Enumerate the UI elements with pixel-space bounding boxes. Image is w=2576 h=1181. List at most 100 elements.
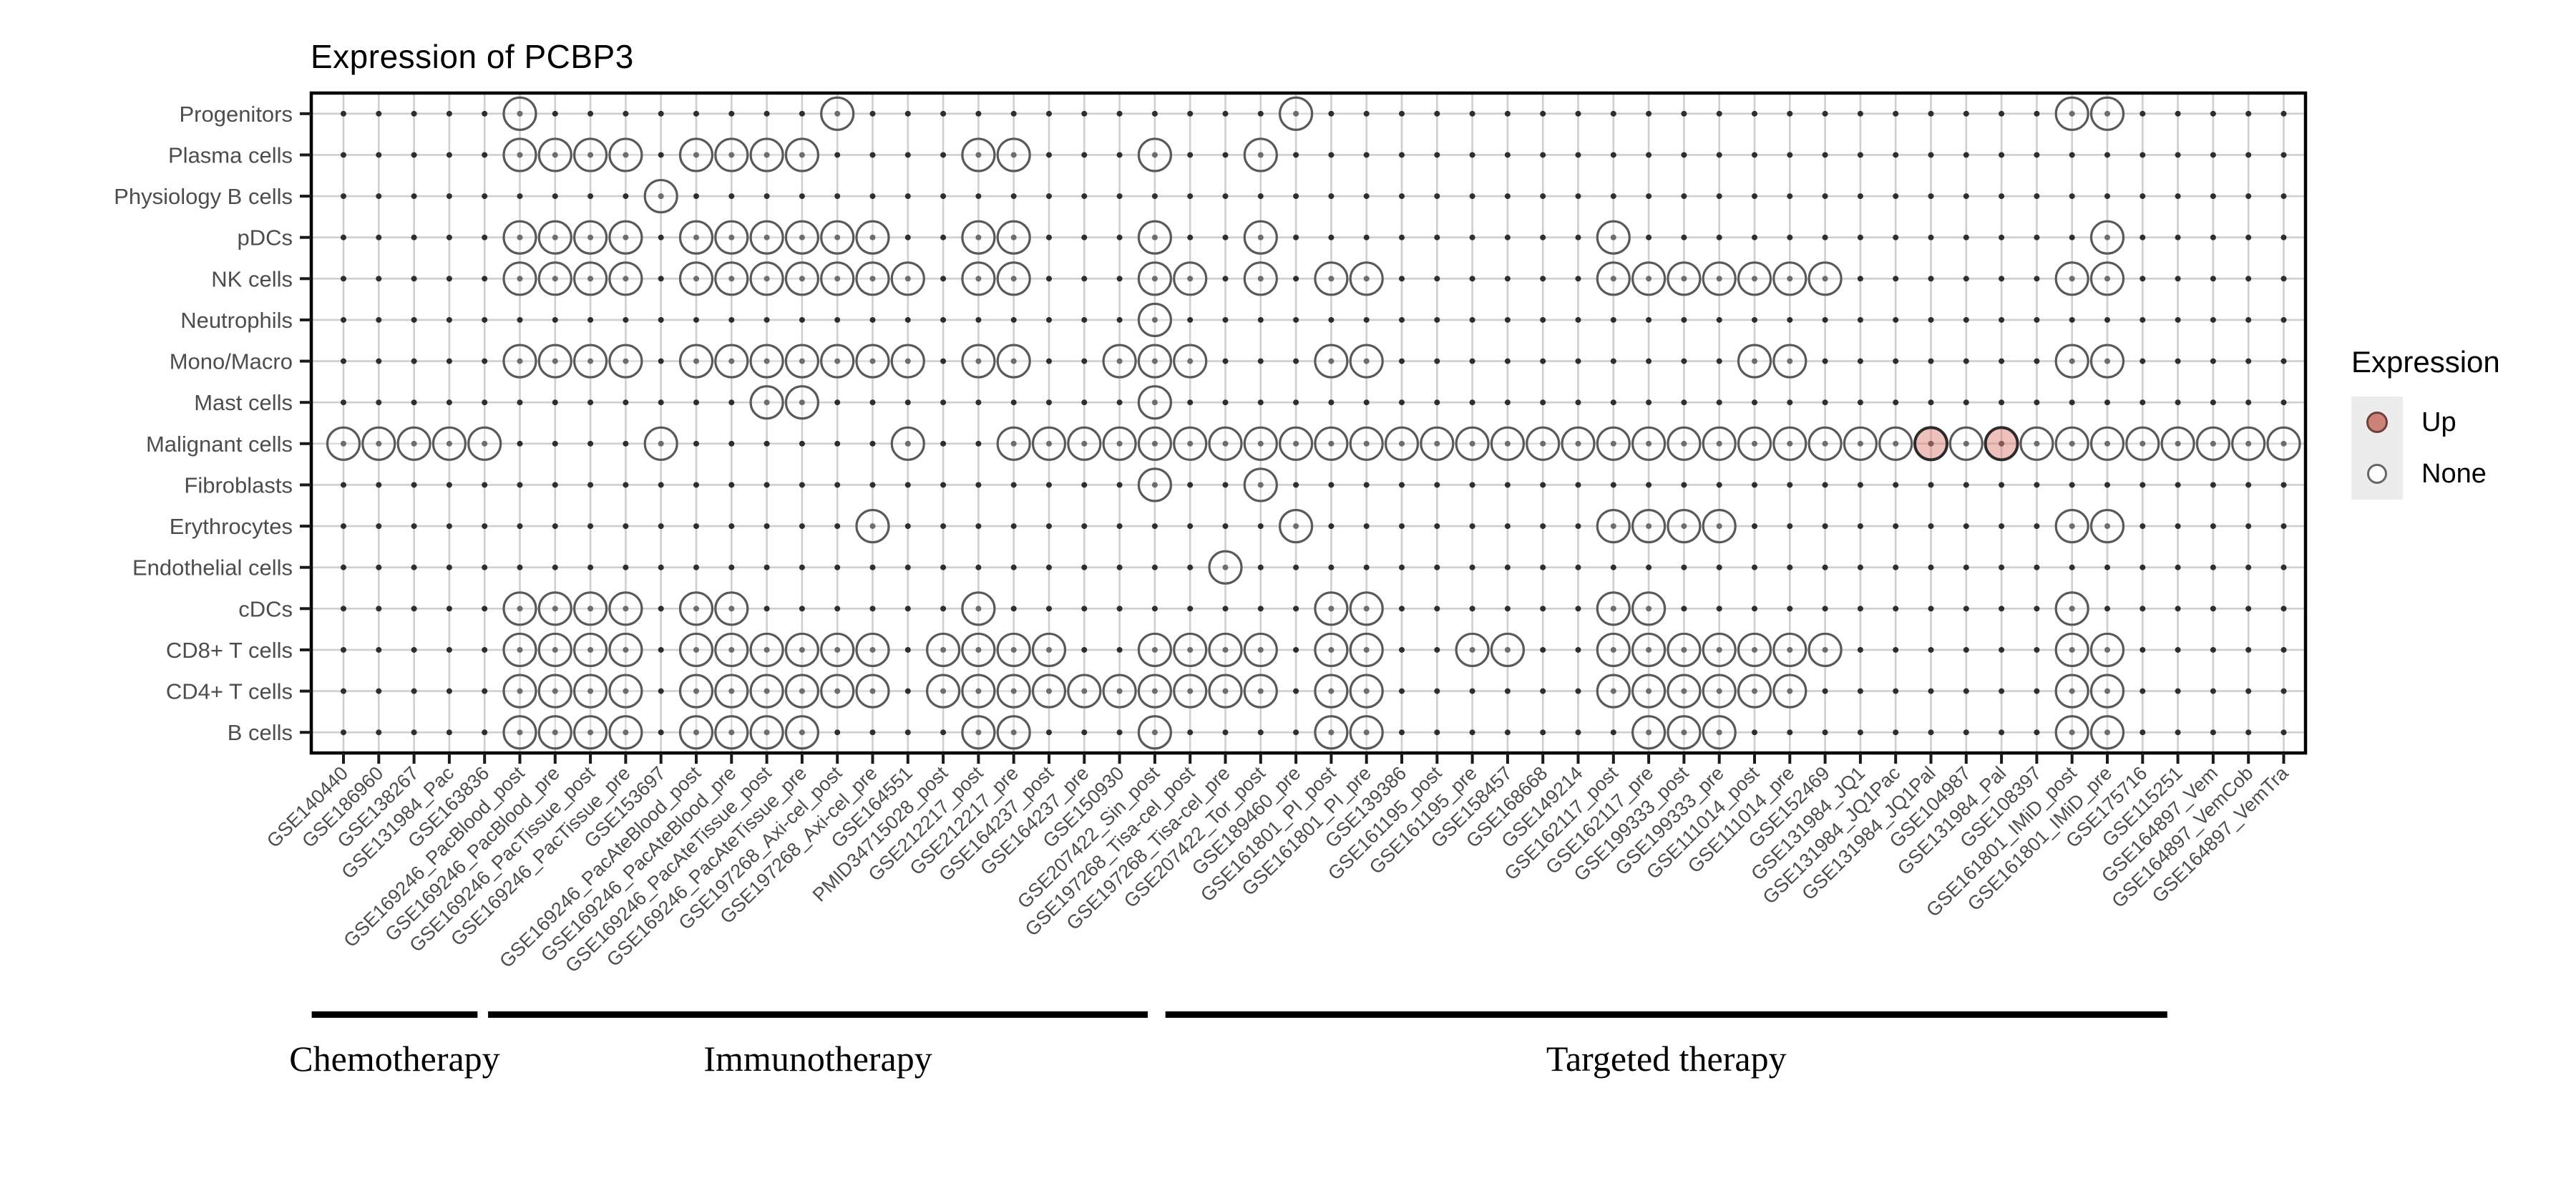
y-axis-label: pDCs (237, 225, 293, 251)
cell-point (1116, 646, 1123, 653)
expression-dot-none (572, 715, 608, 750)
cell-point (834, 358, 841, 364)
cell-point (1434, 399, 1440, 406)
cell-point (1752, 523, 1757, 530)
cell-point (2280, 316, 2287, 323)
cell-point (1434, 234, 1440, 240)
expression-dot-none (608, 137, 643, 172)
cell-point (552, 564, 558, 570)
cell-point (2140, 564, 2146, 570)
cell-point (411, 440, 417, 447)
cell-point (1151, 523, 1158, 530)
cell-point (1257, 440, 1264, 447)
cell-point (1187, 110, 1194, 117)
cell-point (1681, 688, 1687, 694)
y-axis-label: Mast cells (194, 390, 293, 415)
cell-point (482, 193, 488, 200)
cell-point (1540, 729, 1546, 736)
cell-point (1469, 234, 1475, 240)
cell-point (1857, 440, 1863, 447)
expression-dot-none (1243, 426, 1278, 461)
cell-point (1293, 110, 1299, 117)
legend-key-none (2351, 448, 2403, 500)
cell-point (2069, 358, 2075, 364)
cell-point (1928, 152, 1934, 158)
expression-dot-none (2089, 632, 2125, 668)
cell-point (799, 606, 805, 612)
cell-point (1857, 358, 1863, 364)
cell-point (623, 688, 629, 694)
cell-point (799, 152, 805, 158)
cell-point (376, 646, 382, 653)
cell-point (482, 316, 488, 323)
cell-point (975, 606, 982, 612)
cell-point (1328, 729, 1335, 736)
cell-point (2210, 399, 2216, 406)
cell-point (446, 316, 452, 323)
cell-point (1363, 276, 1370, 282)
cell-point (975, 110, 982, 117)
cell-point (728, 440, 735, 447)
expression-dot-none (1596, 632, 1631, 668)
cell-point (1610, 523, 1616, 530)
cell-point (1716, 440, 1722, 447)
cell-point (1575, 729, 1581, 736)
cell-point (1328, 523, 1335, 530)
cell-point (2140, 316, 2146, 323)
cell-point (834, 152, 841, 158)
expression-dot-none (326, 426, 361, 461)
cell-point (1787, 276, 1793, 282)
expression-dot-none (820, 632, 855, 668)
cell-point (552, 234, 558, 240)
cell-point (1434, 276, 1440, 282)
cell-point (517, 606, 523, 612)
cell-point (763, 316, 770, 323)
cell-point (658, 358, 664, 364)
cell-point (1893, 523, 1899, 530)
cell-point (587, 523, 594, 530)
expression-dot-up (1913, 426, 1948, 462)
cell-point (1928, 234, 1934, 240)
cell-point (1999, 482, 2005, 488)
cell-point (2175, 523, 2181, 530)
cell-point (1010, 646, 1017, 653)
cell-point (1010, 440, 1017, 447)
expression-dot-none (1137, 715, 1173, 750)
cell-point (1822, 606, 1828, 612)
y-axis-label: Mono/Macro (170, 349, 293, 374)
cell-point (1716, 276, 1722, 282)
expression-dot-none (2195, 426, 2230, 461)
cell-point (2069, 564, 2075, 570)
cell-point (2104, 646, 2110, 653)
cell-point (376, 110, 382, 117)
cell-point (728, 358, 735, 364)
expression-dot-none (1596, 220, 1631, 255)
cell-point (1081, 276, 1088, 282)
expression-dot-none (749, 674, 784, 709)
cell-point (2104, 234, 2110, 240)
cell-point (341, 234, 346, 240)
cell-point (2104, 193, 2110, 200)
cell-point (2140, 523, 2146, 530)
cell-point (1293, 152, 1299, 158)
cell-point (1328, 399, 1335, 406)
cell-point (2210, 193, 2216, 200)
expression-dot-none (1137, 632, 1173, 668)
expression-dot-none (1596, 591, 1631, 626)
cell-point (1434, 688, 1440, 694)
cell-point (1822, 110, 1828, 117)
cell-point (587, 110, 594, 117)
cell-point (1575, 688, 1581, 694)
cell-point (1857, 193, 1863, 200)
cell-point (411, 564, 417, 570)
cell-point (1222, 440, 1229, 447)
cell-point (940, 316, 947, 323)
cell-point (446, 729, 452, 736)
expression-dot-none (2160, 426, 2195, 461)
cell-point (1716, 152, 1722, 158)
expression-dot-none (925, 632, 961, 668)
cell-point (1928, 646, 1934, 653)
cell-point (2245, 440, 2252, 447)
expression-dot-none (502, 96, 537, 131)
cell-point (1187, 399, 1194, 406)
